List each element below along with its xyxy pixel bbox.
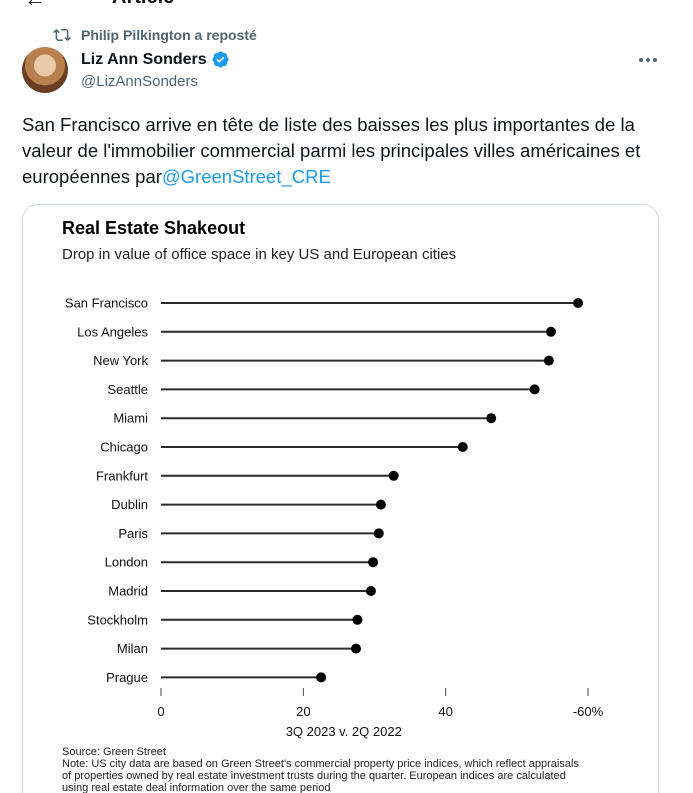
lollipop-dot <box>316 672 327 683</box>
category-label: San Francisco <box>65 296 148 311</box>
x-axis-label: 3Q 2023 v. 2Q 2022 <box>286 724 402 739</box>
source-line: Source: Green Street <box>62 746 166 758</box>
lollipop-dot <box>457 442 468 452</box>
category-label: Madrid <box>108 584 148 599</box>
source-line: using real estate deal information over … <box>62 782 331 793</box>
chart-title: Real Estate Shakeout <box>62 218 246 238</box>
chart-subtitle: Drop in value of office space in key US … <box>62 246 457 263</box>
lollipop-dot <box>529 384 540 395</box>
lollipop-dot <box>365 586 376 596</box>
author-handle[interactable]: @LizAnnSonders <box>81 73 198 90</box>
lollipop-dot <box>543 355 554 366</box>
lollipop-dot <box>545 326 556 337</box>
category-label: New York <box>93 353 148 368</box>
mention-link[interactable]: @GreenStreet_CRE <box>161 166 331 187</box>
category-label: Milan <box>117 641 148 656</box>
avatar[interactable] <box>22 47 68 93</box>
lollipop-dot <box>350 643 361 654</box>
category-label: Frankfurt <box>96 468 148 483</box>
lollipop-dot <box>352 614 363 625</box>
back-arrow-icon[interactable]: ← <box>24 0 46 12</box>
more-options-icon[interactable] <box>636 50 660 70</box>
category-label: Chicago <box>100 440 148 455</box>
repost-label[interactable]: Philip Pilkington a reposté <box>81 27 257 43</box>
repost-icon <box>53 28 71 42</box>
lollipop-chart: San Francisco Los Angeles New York Seattle M… <box>65 296 604 740</box>
category-label: Prague <box>106 670 148 685</box>
source-line: Note: US city data are based on Green St… <box>62 758 579 770</box>
lollipop-dot <box>573 298 584 308</box>
repost-indicator: Philip Pilkington a reposté <box>53 26 257 44</box>
author-name[interactable]: Liz Ann Sonders <box>81 50 207 68</box>
lollipop-dot <box>375 499 386 510</box>
header-bar: ← Article <box>0 0 693 14</box>
x-tick-label: 40 <box>438 704 452 719</box>
category-label: Dublin <box>111 497 148 512</box>
x-tick-label: -60% <box>573 704 604 719</box>
chart-image-card[interactable]: Real Estate Shakeout Drop in value of of… <box>22 204 659 793</box>
category-label: Paris <box>118 526 148 541</box>
source-line: of properties owned by real estate inves… <box>62 770 566 782</box>
x-tick-label: 0 <box>157 704 164 719</box>
category-label: Los Angeles <box>77 324 148 339</box>
verified-badge-icon <box>212 51 229 68</box>
page-title: Article <box>112 0 174 9</box>
lollipop-dot <box>368 557 379 568</box>
author-name-row: Liz Ann Sonders <box>81 50 230 69</box>
tweet-body: San Francisco arrive en tête de liste de… <box>22 114 641 187</box>
category-label: London <box>105 555 148 570</box>
category-label: Seattle <box>108 382 148 397</box>
category-label: Stockholm <box>87 612 148 627</box>
lollipop-dot <box>486 413 497 424</box>
tweet-text: San Francisco arrive en tête de liste de… <box>22 112 672 190</box>
category-label: Miami <box>113 411 148 426</box>
chart-source-note: Source: Green Street Note: US city data … <box>62 746 632 793</box>
lollipop-dot <box>388 470 399 481</box>
lollipop-dot <box>373 528 384 539</box>
x-tick-label: 20 <box>296 704 310 719</box>
